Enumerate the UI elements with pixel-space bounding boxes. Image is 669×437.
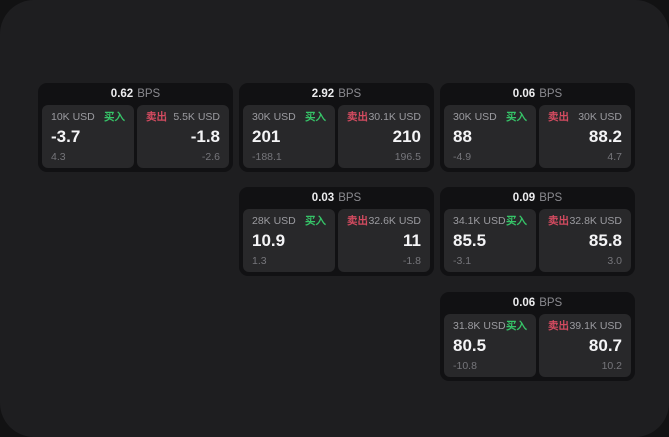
sell-quote-tile[interactable]: 卖出 30K USD 88.2 4.7 [539,105,631,168]
sell-delta: -1.8 [402,255,421,267]
sell-quote-tile[interactable]: 卖出 30.1K USD 210 196.5 [338,105,430,168]
buy-price: 85.5 [453,231,487,250]
buy-delta: -10.8 [453,360,477,372]
sell-price: 11 [403,231,421,250]
sell-quote-tile[interactable]: 卖出 32.8K USD 85.8 3.0 [539,209,631,272]
buy-quote-tile[interactable]: 30K USD 买入 201 -188.1 [243,105,335,168]
sell-amount: 39.1K USD [569,320,622,332]
bps-header: 0.06 BPS [440,292,635,314]
sell-quote-tile[interactable]: 卖出 5.5K USD -1.8 -2.6 [137,105,229,168]
bps-value: 0.06 [512,297,536,309]
buy-delta: 4.3 [51,151,66,163]
buy-delta: 1.3 [252,255,267,267]
bps-header: 0.06 BPS [440,83,635,105]
bps-unit-label: BPS [539,88,563,100]
sell-delta: 10.2 [601,360,622,372]
bps-unit-label: BPS [338,192,362,204]
sell-side-label: 卖出 [146,111,167,123]
quote-sides: 10K USD 买入 -3.7 4.3 卖出 5.5K USD -1.8 -2.… [38,105,233,172]
sell-delta: -2.6 [201,151,220,163]
buy-amount: 31.8K USD [453,320,506,332]
bps-unit-label: BPS [137,88,161,100]
bps-unit-label: BPS [539,192,563,204]
bps-header: 0.62 BPS [38,83,233,105]
bps-value: 2.92 [311,88,335,100]
buy-amount: 30K USD [453,111,497,123]
sell-side-label: 卖出 [347,215,368,227]
quote-card: 0.09 BPS 34.1K USD 买入 85.5 -3.1 卖出 32.8K… [440,187,635,276]
bps-unit-label: BPS [338,88,362,100]
bps-header: 0.09 BPS [440,187,635,209]
sell-price: 210 [392,127,421,146]
bps-header: 2.92 BPS [239,83,434,105]
sell-amount: 32.8K USD [569,215,622,227]
buy-quote-tile[interactable]: 34.1K USD 买入 85.5 -3.1 [444,209,536,272]
sell-side-label: 卖出 [548,111,569,123]
sell-side-label: 卖出 [347,111,368,123]
quote-sides: 31.8K USD 买入 80.5 -10.8 卖出 39.1K USD 80.… [440,314,635,381]
buy-quote-tile[interactable]: 28K USD 买入 10.9 1.3 [243,209,335,272]
quote-sides: 34.1K USD 买入 85.5 -3.1 卖出 32.8K USD 85.8… [440,209,635,276]
buy-side-label: 买入 [104,111,125,123]
buy-side-label: 买入 [305,111,326,123]
buy-amount: 28K USD [252,215,296,227]
sell-amount: 5.5K USD [173,111,220,123]
sell-amount: 30.1K USD [368,111,421,123]
sell-price: 80.7 [588,336,622,355]
sell-delta: 196.5 [394,151,421,163]
buy-side-label: 买入 [305,215,326,227]
sell-side-label: 卖出 [548,215,569,227]
sell-quote-tile[interactable]: 卖出 32.6K USD 11 -1.8 [338,209,430,272]
buy-amount: 30K USD [252,111,296,123]
buy-delta: -188.1 [252,151,282,163]
bps-value: 0.06 [512,88,536,100]
sell-delta: 3.0 [607,255,622,267]
buy-price: 10.9 [252,231,286,250]
quote-card: 0.06 BPS 31.8K USD 买入 80.5 -10.8 卖出 39.1… [440,292,635,381]
sell-side-label: 卖出 [548,320,569,332]
bps-value: 0.62 [110,88,134,100]
sell-price: 85.8 [588,231,622,250]
bps-unit-label: BPS [539,297,563,309]
bps-value: 0.03 [311,192,335,204]
bps-header: 0.03 BPS [239,187,434,209]
buy-price: 88 [453,127,472,146]
sell-quote-tile[interactable]: 卖出 39.1K USD 80.7 10.2 [539,314,631,377]
sell-price: -1.8 [190,127,220,146]
buy-quote-tile[interactable]: 10K USD 买入 -3.7 4.3 [42,105,134,168]
quote-sides: 30K USD 买入 201 -188.1 卖出 30.1K USD 210 1… [239,105,434,172]
quote-sides: 30K USD 买入 88 -4.9 卖出 30K USD 88.2 4.7 [440,105,635,172]
sell-price: 88.2 [588,127,622,146]
buy-amount: 10K USD [51,111,95,123]
bps-value: 0.09 [512,192,536,204]
quote-card: 0.03 BPS 28K USD 买入 10.9 1.3 卖出 32.6K US… [239,187,434,276]
quote-sides: 28K USD 买入 10.9 1.3 卖出 32.6K USD 11 -1.8 [239,209,434,276]
buy-quote-tile[interactable]: 30K USD 买入 88 -4.9 [444,105,536,168]
buy-side-label: 买入 [506,215,527,227]
buy-delta: -3.1 [453,255,472,267]
quote-card: 0.06 BPS 30K USD 买入 88 -4.9 卖出 30K USD 8… [440,83,635,172]
buy-price: 201 [252,127,281,146]
buy-quote-tile[interactable]: 31.8K USD 买入 80.5 -10.8 [444,314,536,377]
quote-card: 2.92 BPS 30K USD 买入 201 -188.1 卖出 30.1K … [239,83,434,172]
sell-amount: 32.6K USD [368,215,421,227]
sell-amount: 30K USD [578,111,622,123]
buy-amount: 34.1K USD [453,215,506,227]
buy-side-label: 买入 [506,320,527,332]
buy-price: -3.7 [51,127,81,146]
quote-card: 0.62 BPS 10K USD 买入 -3.7 4.3 卖出 5.5K USD… [38,83,233,172]
sell-delta: 4.7 [607,151,622,163]
buy-price: 80.5 [453,336,487,355]
buy-delta: -4.9 [453,151,472,163]
buy-side-label: 买入 [506,111,527,123]
